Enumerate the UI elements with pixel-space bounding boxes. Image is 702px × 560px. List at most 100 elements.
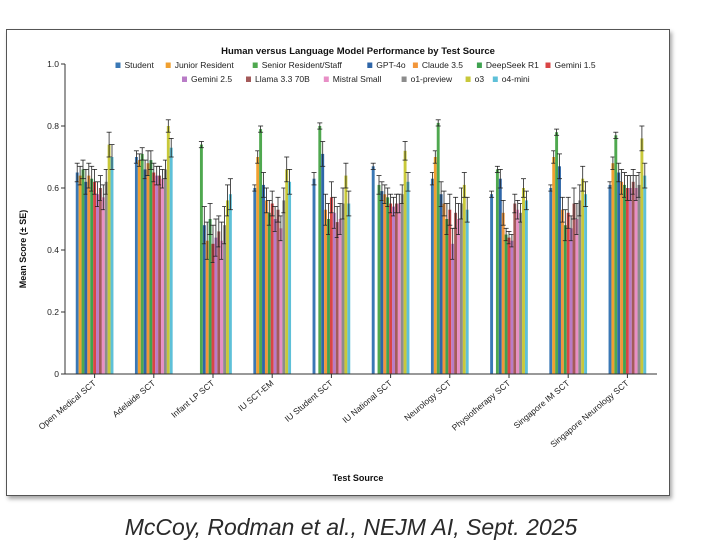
bar — [510, 240, 514, 374]
bar — [110, 157, 114, 374]
bar — [507, 237, 511, 374]
bar — [84, 181, 88, 374]
bar — [214, 237, 218, 374]
bar-group — [133, 119, 174, 374]
bar — [338, 219, 342, 374]
bar-group — [74, 131, 115, 374]
bar — [552, 157, 556, 374]
chart-legend: Student Junior Resident Senior Resident/St… — [115, 60, 596, 84]
legend-label: o3 — [475, 74, 485, 84]
legend-item: Junior Resident — [165, 60, 235, 70]
bar — [140, 153, 144, 374]
bar — [462, 184, 466, 374]
bar — [75, 172, 79, 374]
x-tick-label: Adelaide SCT — [110, 378, 157, 419]
legend-item: GPT-4o — [367, 60, 406, 70]
bar — [634, 188, 638, 374]
bar-chart: Human versus Language Model Performance … — [18, 46, 657, 483]
bar-group — [198, 141, 233, 374]
bar — [341, 203, 345, 374]
bar — [137, 160, 141, 374]
bar — [371, 166, 375, 374]
legend-item: Student — [115, 60, 154, 70]
bar — [430, 178, 434, 374]
x-axis: Open Medical SCT Adelaide SCT Infant LP SC… — [36, 373, 657, 449]
bar — [563, 225, 567, 374]
bar — [169, 147, 173, 374]
legend-item: Claude 3.5 — [412, 60, 463, 70]
bar — [465, 209, 469, 374]
bar — [155, 175, 159, 374]
bar-series — [74, 119, 648, 375]
bar — [134, 157, 138, 374]
legend-label: Senior Resident/Staff — [262, 60, 343, 70]
bar — [90, 178, 94, 374]
legend-label: Mistral Small — [333, 74, 382, 84]
bar — [392, 206, 395, 374]
legend-item: Senior Resident/Staff — [252, 60, 343, 70]
chart-frame: Human versus Language Model Performance … — [6, 29, 670, 496]
y-tick-label: 0.8 — [47, 121, 59, 131]
bar — [400, 194, 404, 374]
bar — [344, 175, 348, 374]
bar — [566, 212, 570, 374]
bar — [457, 219, 460, 374]
bar — [397, 203, 401, 374]
x-tick-label: IU SCT-EM — [236, 378, 275, 413]
bar — [205, 240, 209, 374]
bar — [199, 144, 203, 374]
bar — [611, 163, 615, 374]
legend-swatch — [165, 62, 171, 68]
bar — [211, 243, 215, 374]
bar — [617, 172, 621, 374]
bar — [262, 184, 265, 374]
y-tick-label: 1.0 — [47, 59, 59, 69]
bar — [519, 212, 523, 374]
bar-group — [607, 125, 648, 374]
x-tick-label: Physiotherapy SCT — [450, 378, 513, 433]
bar — [208, 219, 212, 374]
bar — [406, 181, 410, 374]
legend-label: Junior Resident — [175, 60, 235, 70]
bar — [329, 197, 333, 374]
bar-group — [311, 122, 352, 374]
bar — [389, 203, 393, 374]
bar — [161, 178, 164, 374]
bar — [572, 203, 576, 374]
legend-label: DeepSeek R1 — [486, 60, 539, 70]
bar — [623, 184, 626, 374]
citation: McCoy, Rodman et al., NEJM AI, Sept. 202… — [124, 514, 578, 540]
bar — [152, 172, 156, 374]
bar — [143, 169, 147, 374]
bar — [643, 175, 647, 374]
bar — [631, 181, 635, 374]
bar — [383, 194, 387, 374]
bar — [522, 188, 525, 374]
legend-swatch — [182, 76, 187, 82]
bar — [217, 231, 221, 374]
bar — [163, 169, 167, 374]
legend-swatch — [323, 76, 329, 82]
x-tick-label: Neurology SCT — [402, 378, 453, 423]
bar — [625, 188, 629, 374]
bar — [454, 212, 458, 374]
bar — [285, 169, 289, 374]
bar — [149, 160, 153, 374]
bar — [146, 163, 150, 374]
bar — [495, 169, 499, 374]
legend-label: GPT-4o — [376, 60, 406, 70]
x-tick-label: Open Medical SCT — [36, 378, 97, 432]
legend-item: o3 — [465, 74, 485, 84]
legend-label: Gemini 2.5 — [191, 74, 232, 84]
bar — [347, 203, 351, 374]
bar — [288, 181, 292, 374]
bar — [104, 181, 108, 374]
bar — [253, 188, 257, 374]
legend-swatch — [492, 76, 498, 82]
bar — [448, 209, 452, 374]
bar — [101, 197, 105, 374]
bar — [335, 222, 339, 374]
bar — [264, 200, 268, 374]
bar — [332, 212, 336, 374]
bar — [93, 181, 97, 374]
